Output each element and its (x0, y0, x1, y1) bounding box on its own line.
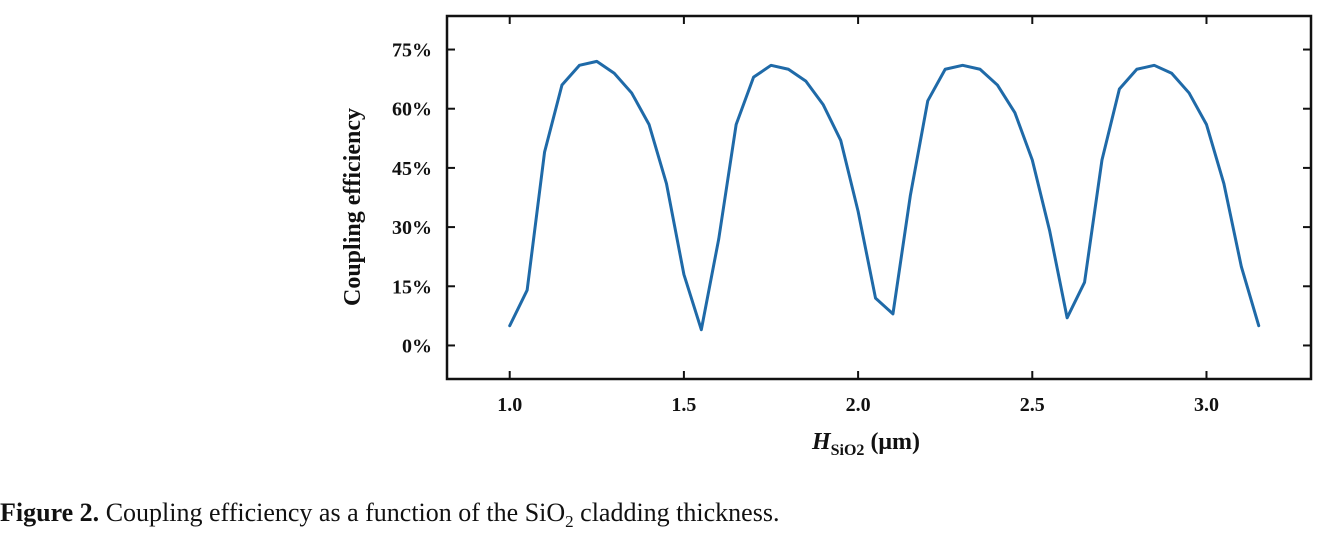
coupling-efficiency-chart: 1.0 1.5 2.0 2.5 3.0 0% 15% 30% 45% 60% 75% Coupli… (340, 14, 1313, 459)
y-axis-ticks: 0% 15% 30% 45% 60% 75% (392, 40, 1311, 357)
y-tick-label: 75% (392, 40, 432, 62)
figure-caption: Figure 2. Coupling efficiency as a funct… (0, 498, 1330, 532)
caption-text-after: cladding thickness. (573, 498, 780, 527)
y-tick-label: 60% (392, 99, 432, 121)
x-tick-label: 1.5 (671, 394, 696, 416)
series-line (508, 59, 1261, 332)
y-tick-label: 15% (392, 276, 432, 298)
x-axis-title-main: H (811, 429, 832, 455)
caption-text-before: Coupling efficiency as a function of the… (99, 498, 566, 527)
x-tick-label: 2.5 (1020, 394, 1045, 416)
y-axis-title: Coupling efficiency (340, 108, 366, 306)
plot-frame (445, 14, 1313, 381)
y-tick-label: 0% (402, 335, 432, 357)
x-tick-label: 2.0 (846, 394, 871, 416)
x-axis-title-subscript: SiO2 (831, 442, 865, 459)
x-tick-label: 1.0 (497, 394, 522, 416)
x-tick-label: 3.0 (1194, 394, 1219, 416)
caption-subscript: 2 (565, 512, 574, 532)
y-tick-label: 45% (392, 158, 432, 180)
caption-label: Figure 2. (0, 498, 100, 527)
x-axis-title-unit: (μm) (870, 429, 920, 455)
x-axis-title: HSiO2 (μm) (811, 429, 920, 459)
y-tick-label: 30% (392, 217, 432, 239)
x-axis-ticks: 1.0 1.5 2.0 2.5 3.0 (497, 16, 1219, 416)
